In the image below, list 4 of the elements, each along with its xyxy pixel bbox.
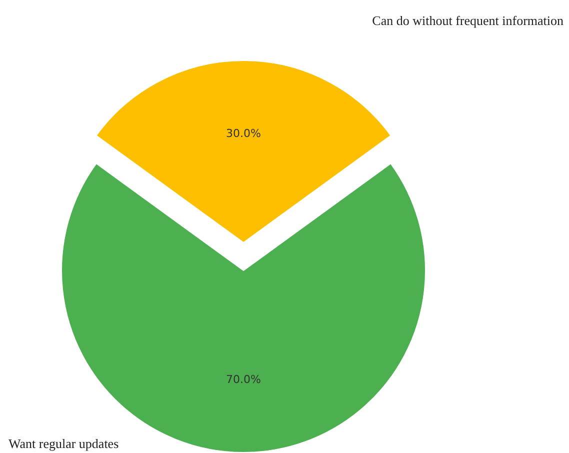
data-label: 30.0% [226, 126, 261, 140]
data-label: 70.0% [226, 373, 261, 386]
slice-label: Want regular updates [8, 436, 119, 451]
slice-label: Can do without frequent information [372, 13, 564, 28]
